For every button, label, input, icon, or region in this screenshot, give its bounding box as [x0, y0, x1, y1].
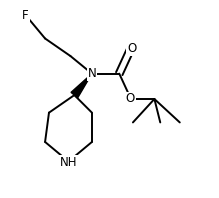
- Text: O: O: [125, 92, 135, 106]
- Text: F: F: [22, 9, 29, 22]
- Polygon shape: [71, 74, 92, 98]
- Text: NH: NH: [60, 156, 77, 169]
- Text: N: N: [88, 67, 96, 80]
- Text: O: O: [127, 42, 137, 55]
